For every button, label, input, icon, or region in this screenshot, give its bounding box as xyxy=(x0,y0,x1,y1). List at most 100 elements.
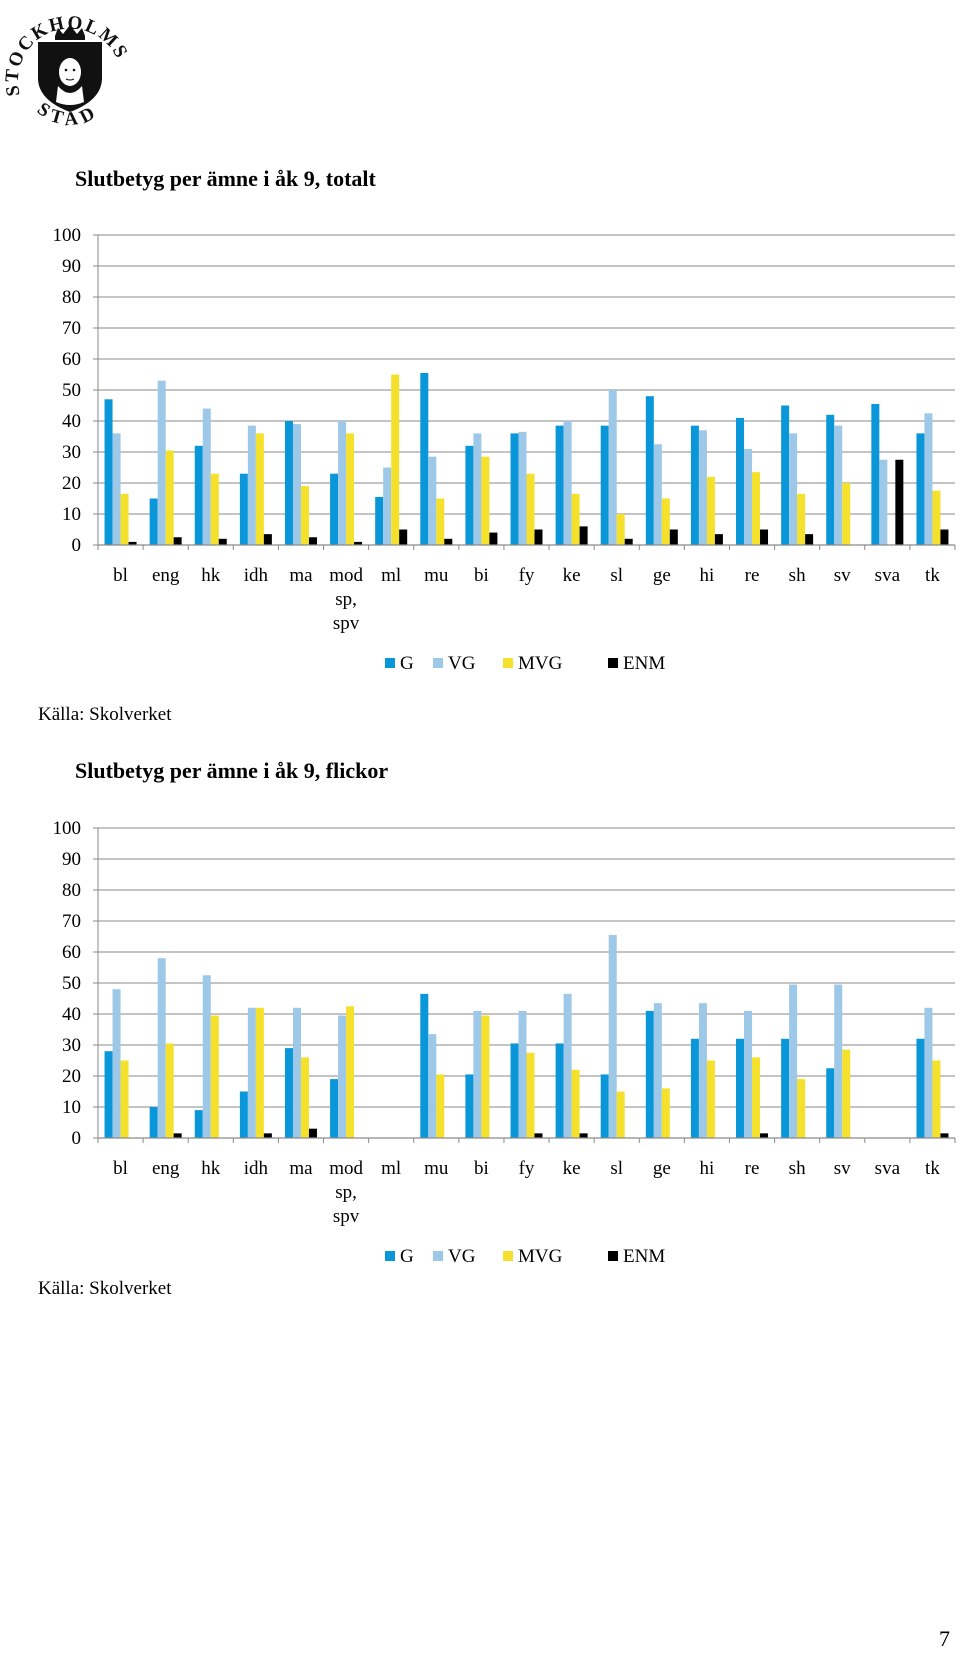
legend-label-mvg: MVG xyxy=(518,653,563,674)
x-tick-label: ke xyxy=(563,1158,581,1179)
bar-g-bi xyxy=(465,1074,474,1138)
bar-g-ma xyxy=(284,421,293,545)
stockholms-stad-logo: STOCKHOLMS STAD xyxy=(2,12,131,130)
legend-label-mvg: MVG xyxy=(518,1246,563,1267)
y-tick-label: 0 xyxy=(72,1128,82,1149)
bar-mvg-ma xyxy=(300,1057,309,1138)
bar-mvg-idh xyxy=(255,1007,264,1138)
x-tick-label: tk xyxy=(925,565,940,586)
x-tick-label: sh xyxy=(789,1158,806,1179)
bar-g-tk xyxy=(916,1038,925,1138)
bar-g-sh xyxy=(781,1038,790,1138)
legend-swatch-mvg xyxy=(503,658,513,668)
bar-vg-ge xyxy=(653,1003,662,1138)
bar-mvg-sv xyxy=(842,483,851,545)
legend-label-enm: ENM xyxy=(623,1246,665,1267)
legend: G VG MVG ENM xyxy=(385,1246,665,1267)
bar-vg-hi xyxy=(698,1003,707,1138)
y-tick-label: 20 xyxy=(62,1066,81,1087)
bar-vg-hk xyxy=(202,408,211,545)
y-tick-label: 40 xyxy=(62,1004,81,1025)
bar-g-ke xyxy=(555,1043,564,1138)
x-tick-label: ge xyxy=(653,565,671,586)
legend: G VG MVG ENM xyxy=(385,653,665,674)
bar-vg-fy xyxy=(518,1010,527,1138)
legend-swatch-enm xyxy=(608,658,618,668)
x-tick-label: ge xyxy=(653,1158,671,1179)
bar-vg-ke xyxy=(563,421,572,545)
x-tick-label: sva xyxy=(875,565,901,586)
x-tick-label: sl xyxy=(610,565,623,586)
bar-enm-idh xyxy=(263,1133,272,1138)
x-tick-label: hi xyxy=(700,1158,715,1179)
x-tick-label: ke xyxy=(563,565,581,586)
bar-mvg-bl xyxy=(120,1060,129,1138)
bar-mvg-eng xyxy=(165,1043,174,1138)
bar-vg-sl xyxy=(608,390,617,545)
legend-swatch-g xyxy=(385,658,395,668)
x-tick-label: fy xyxy=(519,565,535,586)
bar-mvg-tk xyxy=(932,490,941,545)
bar-g-idh xyxy=(239,473,248,545)
x-tick-label: mod sp, spv xyxy=(329,565,363,634)
x-tick-label: fy xyxy=(519,1158,535,1179)
bar-vg-tk xyxy=(924,413,933,545)
bar-vg-eng xyxy=(157,958,166,1138)
bar-mvg-mod-sp-spv xyxy=(346,433,355,545)
bar-enm-idh xyxy=(263,534,272,545)
y-tick-label: 50 xyxy=(62,973,81,994)
bar-g-re xyxy=(736,1038,745,1138)
bar-mvg-ke xyxy=(571,493,580,545)
bar-mvg-mod-sp-spv xyxy=(346,1006,355,1138)
bar-mvg-fy xyxy=(526,473,535,545)
bar-enm-eng xyxy=(173,1133,182,1138)
y-tick-label: 90 xyxy=(62,256,81,277)
bar-enm-hi xyxy=(714,534,723,545)
bar-vg-sl xyxy=(608,934,617,1138)
bar-enm-mod-sp-spv xyxy=(354,541,363,545)
y-tick-label: 10 xyxy=(62,504,81,525)
bar-mvg-sh xyxy=(797,493,806,545)
bar-mvg-sv xyxy=(842,1049,851,1138)
bar-mvg-ke xyxy=(571,1069,580,1138)
chart-title-flickor: Slutbetyg per ämne i åk 9, flickor xyxy=(75,758,389,783)
bar-vg-idh xyxy=(247,1007,256,1138)
bar-mvg-ge xyxy=(661,1088,670,1138)
bar-enm-fy xyxy=(534,1133,543,1138)
bar-g-sv xyxy=(826,1068,835,1138)
bar-g-hi xyxy=(690,425,699,545)
bar-mvg-bl xyxy=(120,493,129,545)
bar-g-hi xyxy=(690,1038,699,1138)
bar-enm-ke xyxy=(579,1133,588,1138)
legend-label-vg: VG xyxy=(448,1246,476,1267)
x-tick-label: mu xyxy=(424,565,449,586)
bar-mvg-sh xyxy=(797,1079,806,1138)
legend-swatch-vg xyxy=(433,1251,443,1261)
bar-vg-eng xyxy=(157,380,166,545)
bar-vg-bi xyxy=(473,433,482,545)
bar-mvg-fy xyxy=(526,1052,535,1138)
page-number: 7 xyxy=(939,1626,950,1651)
bar-enm-mu xyxy=(444,538,453,545)
bar-chart-totalt: 0 10 20 30 40 50 60 70 80 90 100 bl eng hk idh ma mod sp,… xyxy=(53,225,956,674)
y-tick-label: 60 xyxy=(62,942,81,963)
bar-mvg-re xyxy=(752,1057,761,1138)
y-tick-label: 30 xyxy=(62,1035,81,1056)
x-tick-label: hi xyxy=(700,565,715,586)
x-tick-label: sv xyxy=(834,1158,851,1179)
bar-vg-re xyxy=(744,1010,753,1138)
bar-mvg-sl xyxy=(616,1091,625,1138)
bar-g-mod-sp-spv xyxy=(330,1079,339,1138)
y-tick-label: 10 xyxy=(62,1097,81,1118)
bar-mvg-hi xyxy=(706,476,715,545)
bar-g-sv xyxy=(826,414,835,545)
bar-vg-sva xyxy=(879,459,888,545)
source-note-totalt: Källa: Skolverket xyxy=(38,704,172,725)
bar-vg-mod-sp-spv xyxy=(338,1015,347,1138)
bar-g-ke xyxy=(555,425,564,545)
bar-g-mod-sp-spv xyxy=(330,473,339,545)
bar-enm-bl xyxy=(128,541,137,545)
bar-mvg-bi xyxy=(481,456,490,545)
bar-vg-sh xyxy=(789,984,798,1138)
chart-title-totalt: Slutbetyg per ämne i åk 9, totalt xyxy=(75,166,376,191)
